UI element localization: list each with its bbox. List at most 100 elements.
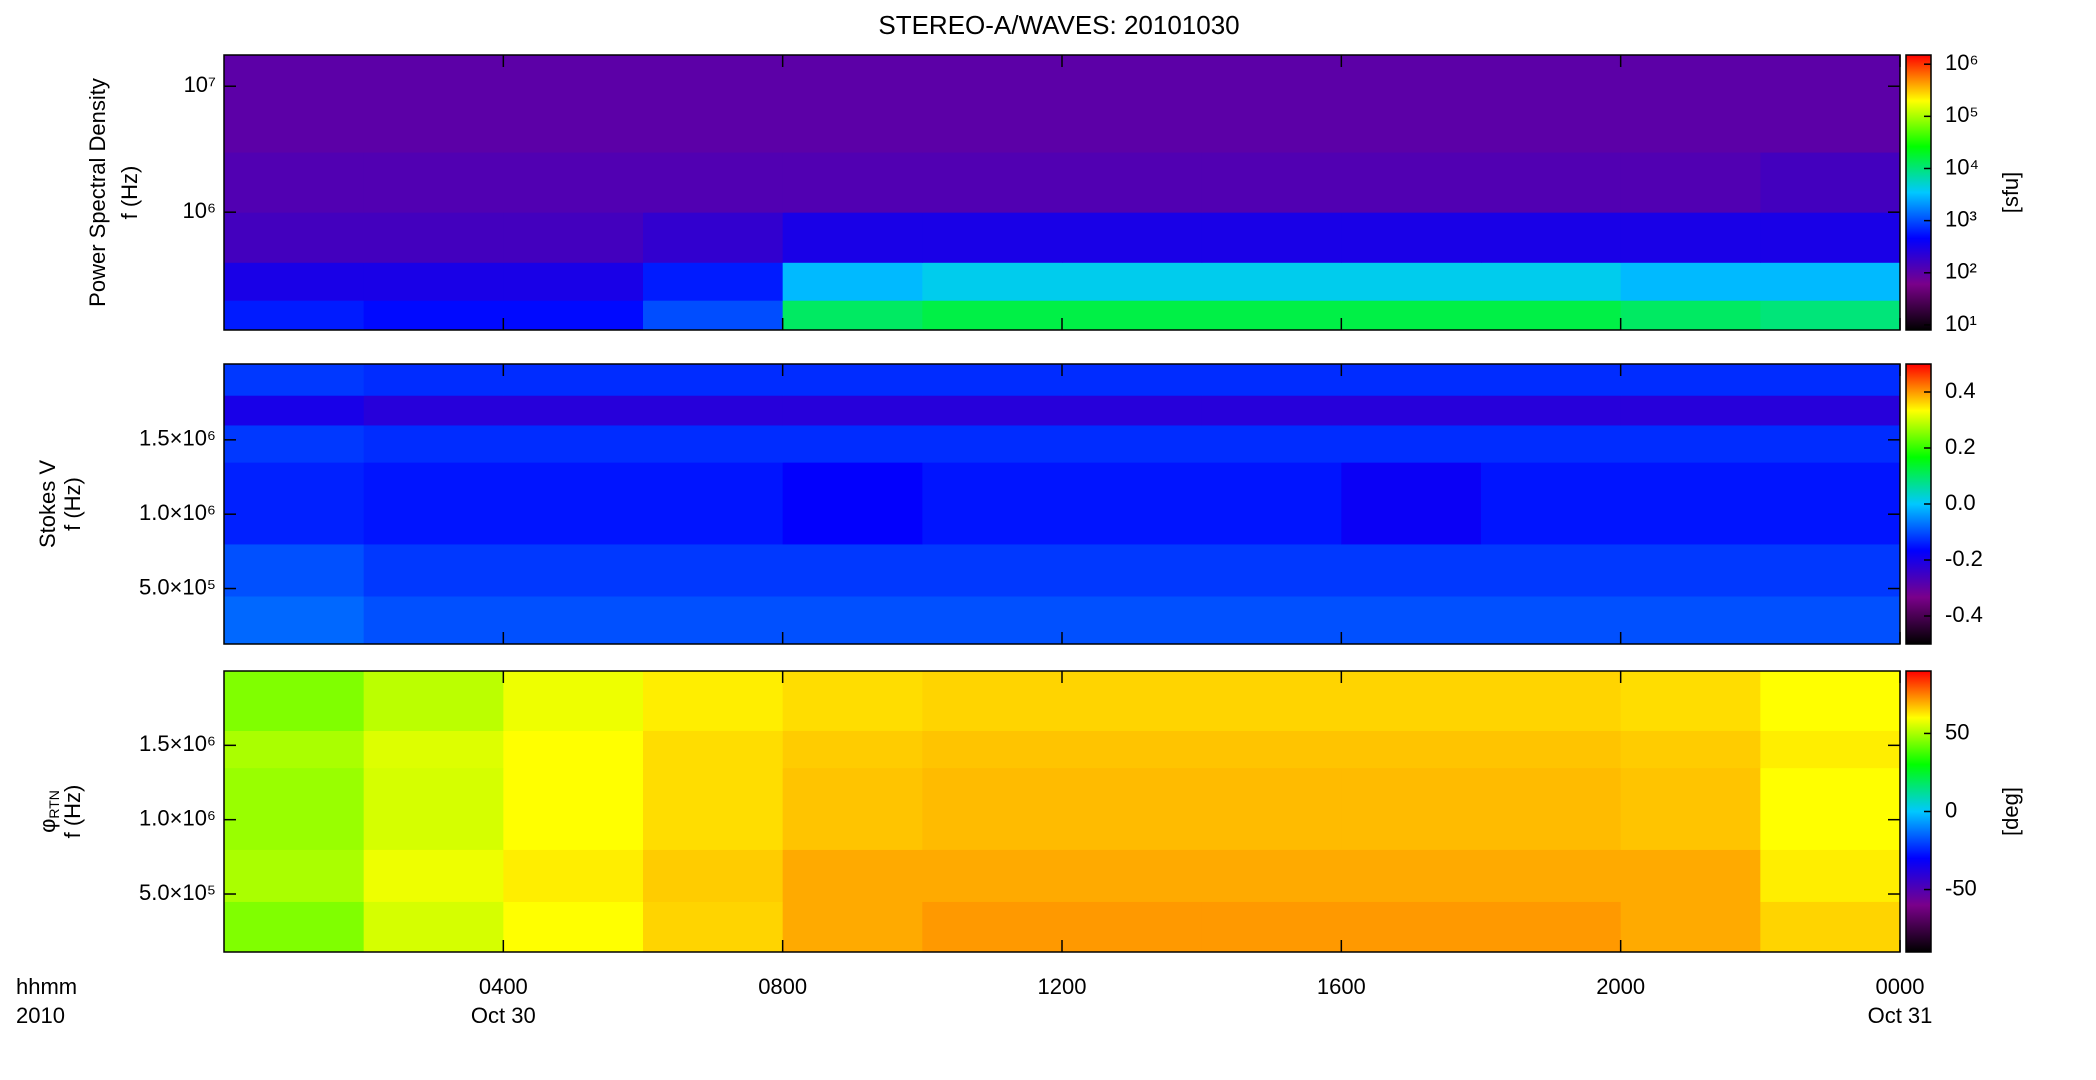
heat-cell	[643, 262, 784, 301]
heat-cell	[1201, 55, 1342, 153]
heat-cell	[643, 730, 784, 769]
x-tick-label: 0400	[479, 974, 528, 999]
heat-cell	[503, 262, 644, 301]
heat-cell	[503, 901, 644, 953]
y-axis-label: Stokes V	[35, 460, 60, 548]
heat-cell	[363, 212, 504, 263]
heat-cell	[1760, 730, 1901, 769]
heat-cell	[1062, 462, 1203, 545]
heat-cell	[1760, 424, 1901, 463]
heat-cell	[1201, 300, 1342, 331]
colorbar-tick-label: 50	[1945, 719, 1969, 744]
heat-cell	[1201, 212, 1342, 263]
heat-cell	[922, 262, 1063, 301]
y-axis-label: f (Hz)	[60, 785, 85, 839]
x-tick-label: 1200	[1038, 974, 1087, 999]
heat-cell	[1201, 262, 1342, 301]
heat-cell	[1620, 424, 1761, 463]
heat-cell	[1620, 767, 1761, 850]
heat-cell	[1062, 395, 1203, 426]
heat-cell	[782, 595, 923, 645]
heat-cell	[224, 671, 365, 731]
colorbar-tick-label: 10²	[1945, 259, 1977, 284]
heat-cell	[782, 262, 923, 301]
heat-cell	[782, 212, 923, 263]
heat-cell	[224, 152, 365, 213]
heat-cell	[1481, 152, 1622, 213]
heat-cell	[643, 671, 784, 731]
heat-cell	[224, 300, 365, 331]
colorbar-tick-label: 10⁴	[1945, 154, 1979, 179]
heat-cell	[1620, 849, 1761, 902]
heat-cell	[1062, 424, 1203, 463]
heat-cell	[503, 152, 644, 213]
heat-cell	[1341, 364, 1482, 396]
heat-cell	[1062, 212, 1203, 263]
heat-cell	[643, 901, 784, 953]
heat-cell	[782, 849, 923, 902]
heat-cell	[1760, 395, 1901, 426]
y-label-text: Stokes V	[35, 460, 60, 548]
heat-cell	[643, 55, 784, 153]
heat-cell	[1341, 543, 1482, 597]
colorbar	[1905, 54, 1932, 331]
heat-cell	[363, 300, 504, 331]
heat-cell	[782, 395, 923, 426]
heat-cell	[1760, 55, 1901, 153]
heat-cell	[1201, 152, 1342, 213]
heat-cell	[363, 152, 504, 213]
x-date-label: Oct 31	[1868, 1003, 1933, 1028]
heat-cell	[1341, 262, 1482, 301]
heat-cell	[503, 55, 644, 153]
heat-cell	[782, 462, 923, 545]
heat-cell	[224, 395, 365, 426]
heat-cell	[503, 595, 644, 645]
y-axis-label: Power Spectral Density	[85, 78, 110, 307]
heat-cell	[1201, 543, 1342, 597]
heat-cell	[224, 262, 365, 301]
heat-cell	[1062, 262, 1203, 301]
heat-cell	[503, 849, 644, 902]
heat-cell	[224, 424, 365, 463]
heat-cell	[1201, 730, 1342, 769]
heat-cell	[1062, 595, 1203, 645]
heat-cell	[503, 543, 644, 597]
heat-cell	[1481, 55, 1622, 153]
y-tick-label: 5.0×10⁵	[139, 880, 216, 905]
heat-cell	[1481, 462, 1622, 545]
colorbar-label: [deg]	[1998, 787, 2023, 836]
x-tick-label: 1600	[1317, 974, 1366, 999]
heat-cell	[1620, 543, 1761, 597]
heat-cell	[503, 395, 644, 426]
heat-cell	[1341, 55, 1482, 153]
y-label-text: f (Hz)	[60, 477, 85, 531]
heat-cell	[224, 543, 365, 597]
heat-cell	[1481, 212, 1622, 263]
y-label-subscript: RTN	[46, 790, 62, 819]
y-axis-label: φRTN	[35, 790, 62, 833]
x-axis-label: 2010	[16, 1003, 65, 1028]
y-label-text: f (Hz)	[60, 785, 85, 839]
heat-cell	[363, 462, 504, 545]
heat-cell	[1760, 152, 1901, 213]
heat-cell	[643, 849, 784, 902]
heat-cell	[1481, 730, 1622, 769]
heat-cell	[1481, 767, 1622, 850]
heat-cell	[1760, 849, 1901, 902]
x-tick-label: 2000	[1596, 974, 1645, 999]
heat-cell	[922, 595, 1063, 645]
heat-cell	[363, 262, 504, 301]
heat-cell	[782, 767, 923, 850]
heat-cell	[1620, 901, 1761, 953]
heat-cell	[363, 424, 504, 463]
heat-cell	[1201, 424, 1342, 463]
heat-cell	[1760, 595, 1901, 645]
heat-cell	[1341, 424, 1482, 463]
heat-cell	[224, 595, 365, 645]
heat-cell	[782, 364, 923, 396]
heat-cell	[1760, 262, 1901, 301]
chart-title: STEREO-A/WAVES: 20101030	[878, 10, 1239, 40]
heat-cell	[1341, 671, 1482, 731]
heat-cell	[922, 424, 1063, 463]
